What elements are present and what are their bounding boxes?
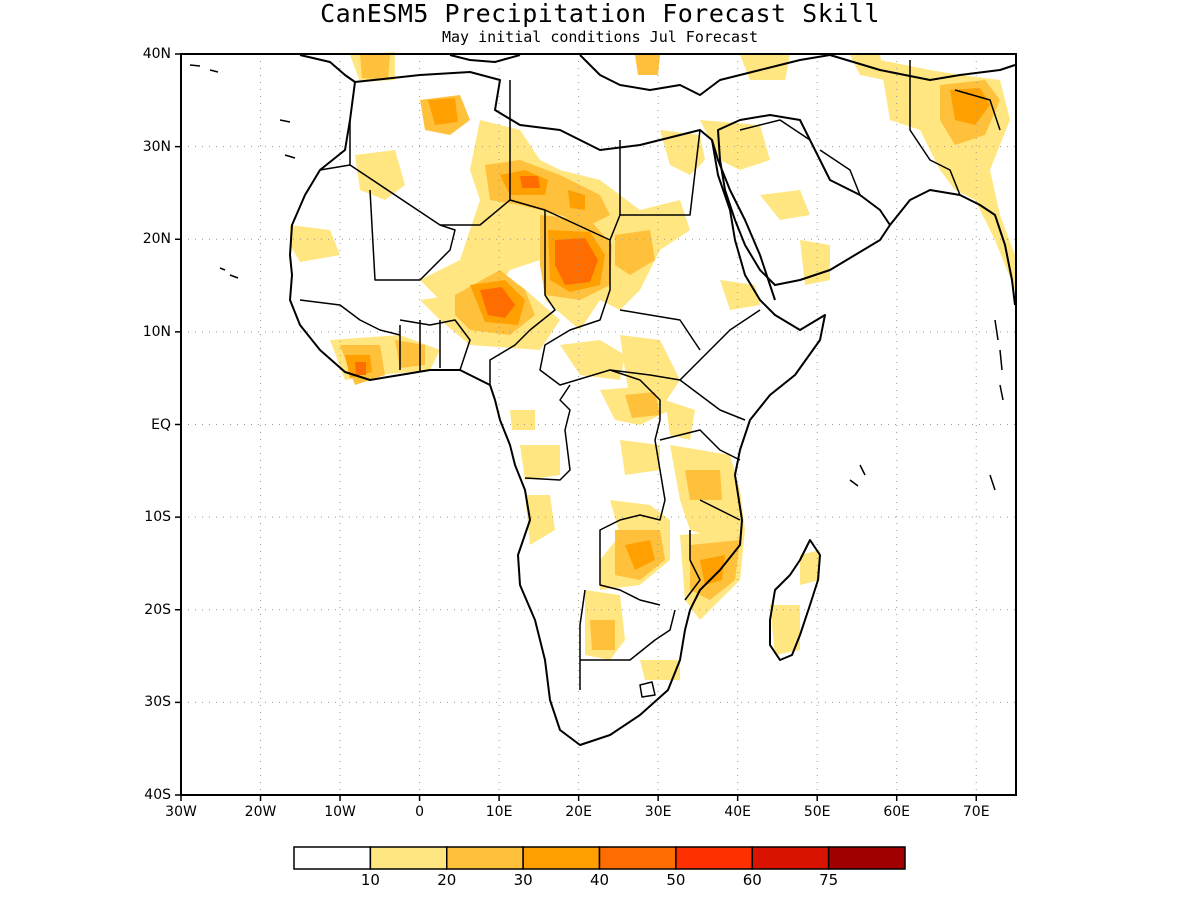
y-tick-label: 10S	[144, 509, 171, 526]
x-tick-label: 30W	[165, 804, 197, 820]
chart-title: CanESM5 Precipitation Forecast Skill	[320, 0, 880, 28]
chart-subtitle: May initial conditions Jul Forecast	[441, 28, 759, 46]
x-tick-label: 70E	[962, 804, 990, 820]
y-tick-label: 20S	[144, 601, 171, 618]
colorbar	[293, 846, 906, 870]
x-tick-label: 0	[415, 804, 425, 820]
colorbar-swatch	[751, 846, 830, 870]
x-tick-label: 10W	[324, 804, 356, 820]
colorbar-label: 30	[513, 871, 533, 889]
y-tick-label: 10N	[142, 323, 171, 340]
colorbar-label: 10	[360, 871, 380, 889]
axis-ticks	[175, 53, 977, 801]
map-gridlines	[181, 54, 1016, 795]
y-tick-label: 30S	[144, 694, 171, 711]
colorbar-swatch	[522, 846, 601, 870]
colorbar-swatch	[598, 846, 677, 870]
y-tick-label: 40N	[142, 46, 171, 62]
colorbar-label: 40	[589, 871, 610, 889]
plot-frame	[180, 53, 1017, 796]
colorbar-label: 75	[819, 871, 839, 889]
y-tick-label: 20N	[142, 231, 171, 248]
y-tick-label: 40S	[144, 787, 171, 803]
x-tick-label: 10E	[485, 804, 513, 820]
colorbar-swatch	[446, 846, 524, 870]
colorbar-swatch	[369, 846, 448, 870]
colorbar-swatch	[827, 846, 906, 870]
colorbar-label: 20	[437, 871, 457, 889]
x-tick-label: 30E	[644, 804, 672, 820]
y-tick-label: EQ	[151, 416, 171, 433]
x-tick-label: 20W	[244, 804, 277, 820]
x-tick-label: 20E	[565, 804, 592, 820]
colorbar-label: 50	[666, 871, 686, 889]
x-tick-label: 40E	[724, 804, 751, 820]
x-tick-label: 50E	[803, 804, 831, 820]
colorbar-swatch	[675, 846, 753, 870]
coastlines	[189, 54, 1016, 746]
colorbar-label: 60	[742, 871, 762, 889]
x-tick-label: 60E	[883, 804, 911, 820]
skill-shading	[290, 52, 1015, 680]
y-tick-label: 30N	[142, 138, 171, 155]
colorbar-swatch	[293, 846, 372, 870]
